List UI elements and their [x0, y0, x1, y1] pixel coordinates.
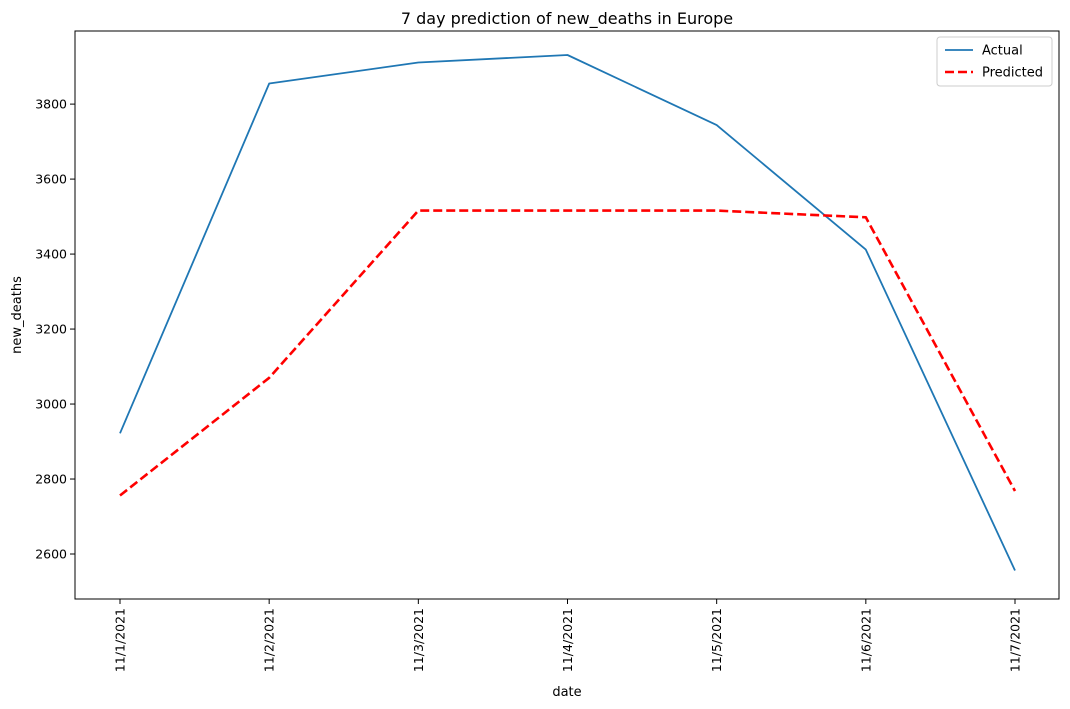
y-axis: 2600 2800 3000 3200 3400 3600 3800 [35, 97, 75, 562]
series-line-predicted [119, 209, 1017, 497]
y-tick-label: 2600 [35, 547, 67, 562]
legend-label-actual: Actual [982, 44, 1023, 59]
y-tick-label: 3200 [35, 322, 67, 337]
x-tick-label: 11/2/2021 [262, 608, 277, 672]
y-tick-label: 3400 [35, 247, 67, 262]
y-tick-label: 2800 [35, 472, 67, 487]
x-tick-label: 11/1/2021 [113, 608, 128, 672]
x-tick-label: 11/5/2021 [709, 608, 724, 672]
y-tick-label: 3000 [35, 397, 67, 412]
x-tick-label: 11/4/2021 [560, 608, 575, 672]
y-tick-label: 3600 [35, 172, 67, 187]
x-axis: 11/1/2021 11/2/2021 11/3/2021 11/4/2021 11/5… [113, 599, 1023, 672]
y-axis-label: new_deaths [10, 276, 25, 354]
x-tick-label: 11/3/2021 [411, 608, 426, 672]
series-line-actual [119, 54, 1016, 571]
legend: Actual Predicted [936, 36, 1053, 87]
x-tick-label: 11/7/2021 [1008, 608, 1023, 672]
series-layer [119, 54, 1017, 571]
chart-title: 7 day prediction of new_deaths in Europe [401, 9, 733, 29]
x-axis-label: date [552, 685, 581, 700]
legend-label-predicted: Predicted [982, 66, 1043, 81]
plot-frame [74, 30, 1060, 600]
plot-area [74, 30, 1060, 600]
y-tick-label: 3800 [35, 97, 67, 112]
x-tick-label: 11/6/2021 [858, 608, 873, 672]
